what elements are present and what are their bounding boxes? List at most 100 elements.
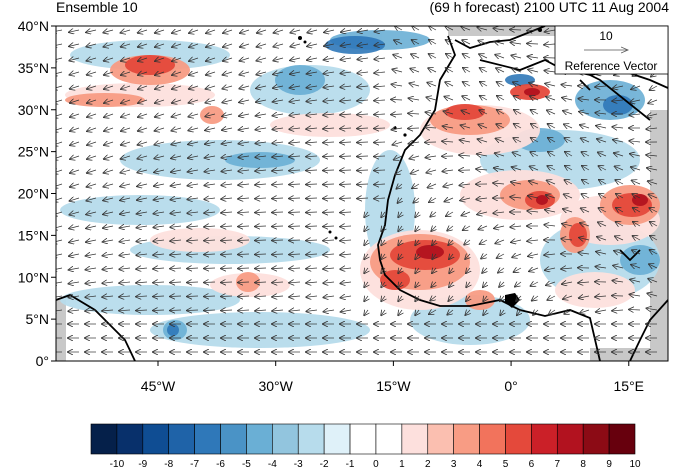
wind-vector [289, 184, 301, 185]
wind-vector [597, 139, 607, 142]
wind-vector [425, 127, 437, 128]
wind-vector [648, 181, 658, 184]
wind-vector [306, 310, 318, 311]
wind-vector [204, 226, 216, 227]
wind-vector [240, 44, 250, 47]
wind-vector [415, 310, 419, 315]
wind-vector [527, 44, 539, 45]
wind-vector [323, 86, 335, 88]
wind-vector [272, 282, 284, 283]
wind-vector [531, 138, 539, 142]
wind-vector [630, 100, 641, 102]
wind-vector [565, 152, 573, 156]
wind-vector [136, 310, 148, 311]
wind-vector [511, 42, 522, 44]
wind-vector [239, 86, 250, 89]
wind-vector [306, 268, 318, 269]
wind-vector [255, 170, 267, 171]
wind-vector [170, 226, 182, 227]
wind-vector [409, 142, 420, 144]
wind-vector [154, 184, 165, 186]
wind-vector [545, 268, 556, 270]
wind-vector [289, 170, 301, 171]
wind-vector [307, 44, 318, 46]
wind-vector [289, 156, 301, 157]
wind-vector [222, 156, 233, 158]
wind-vector [398, 296, 402, 301]
wind-vector [222, 114, 233, 116]
wind-vector [340, 254, 352, 255]
wind-vector [238, 156, 250, 158]
wind-vector [375, 30, 386, 32]
wind-vector [272, 254, 284, 255]
wind-vector [323, 268, 335, 269]
wind-vector [511, 182, 522, 184]
wind-vector [497, 82, 505, 86]
wind-vector [612, 281, 624, 283]
wind-vector [599, 166, 607, 170]
wind-vector [448, 240, 453, 245]
wind-vector [563, 209, 573, 212]
colorbar-label: -3 [294, 459, 303, 470]
wind-vector [545, 30, 556, 32]
wind-vector [189, 100, 199, 103]
wind-vector [138, 86, 148, 89]
wind-vector [442, 141, 454, 142]
wind-vector [391, 114, 403, 115]
wind-vector [632, 250, 641, 254]
wind-vector [561, 85, 573, 86]
colorbar-label: 9 [606, 459, 612, 470]
wind-vector [255, 296, 267, 297]
wind-vector [340, 226, 352, 227]
wind-vector [449, 268, 453, 273]
wind-vector [480, 82, 488, 86]
wind-vector [171, 170, 182, 172]
wind-vector [56, 226, 63, 229]
wind-vector [544, 225, 556, 226]
wind-vector [447, 310, 454, 315]
wind-vector [580, 310, 590, 313]
wind-vector [221, 198, 233, 199]
wind-vector [56, 254, 63, 256]
colorbar-label: -10 [110, 459, 125, 470]
wind-vector [69, 268, 80, 270]
colorbar-label: -7 [190, 459, 199, 470]
wind-vector [493, 183, 505, 184]
wind-vector [290, 44, 301, 47]
wind-vector [255, 184, 267, 185]
wind-vector [513, 138, 522, 142]
wind-vector [206, 86, 216, 89]
wind-vector [205, 114, 216, 117]
shaded-field [56, 26, 668, 361]
wind-vector [306, 170, 318, 171]
wind-vector [221, 226, 233, 227]
wind-vector [87, 184, 97, 187]
colorbar-swatch [168, 423, 195, 455]
wind-vector [172, 30, 182, 33]
wind-vector [633, 236, 641, 240]
wind-vector [238, 254, 250, 255]
wind-vector [463, 82, 471, 86]
wind-vector [138, 72, 148, 75]
wind-vector [374, 114, 386, 115]
wind-vector [289, 310, 301, 311]
wind-vector [189, 72, 199, 75]
wind-vector [426, 156, 437, 158]
wind-vector [412, 184, 420, 188]
wind-vector [547, 296, 556, 300]
wind-vector [510, 30, 522, 31]
wind-vector [70, 72, 80, 75]
wind-vector [630, 280, 641, 283]
colorbar-swatch [297, 423, 325, 455]
wind-vector [531, 282, 539, 286]
wind-vector [459, 184, 471, 185]
wind-vector [415, 268, 419, 273]
wind-vector [189, 86, 199, 89]
wind-vector [69, 240, 80, 242]
wind-vector [103, 184, 114, 187]
wind-vector [56, 282, 63, 284]
wind-vector [104, 114, 114, 117]
wind-vector [120, 170, 131, 173]
longitude-axis: 45°W 30°W 15°W 0° 15°E [141, 361, 644, 394]
wind-vector [646, 128, 658, 129]
